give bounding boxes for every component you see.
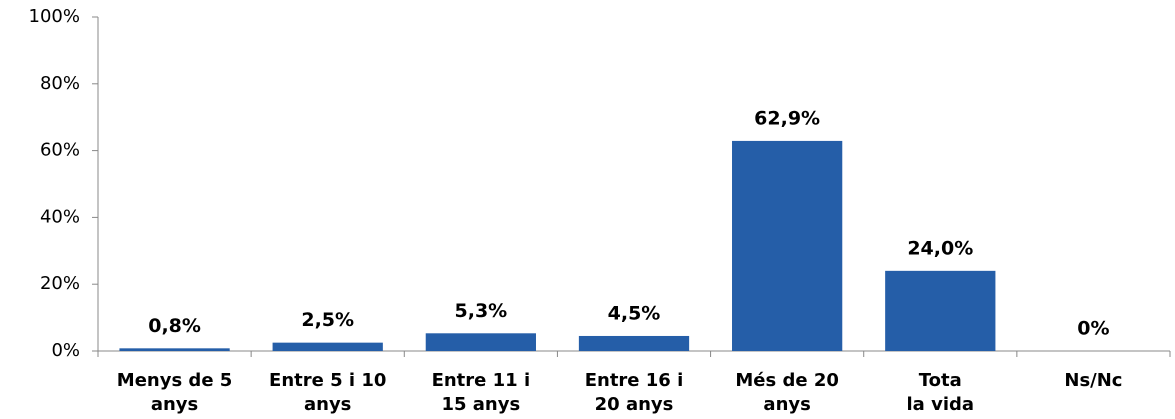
value-label: 62,9% [754,107,820,129]
value-label: 0% [1077,318,1109,340]
x-tick-label: Ns/Nc [1064,370,1123,391]
value-label: 5,3% [455,300,508,322]
x-tick-label: Entre 5 i 10 anys [269,370,387,415]
y-tick-label: 0% [51,340,80,361]
value-label: 24,0% [907,237,973,259]
value-label: 2,5% [301,309,354,331]
bar [119,348,230,351]
bar [272,342,383,351]
y-tick-label: 40% [40,206,80,227]
x-tick-label: Més de 20 anys [735,370,839,415]
x-tick-label: Entre 16 i 20 anys [584,370,684,415]
value-label: 4,5% [608,302,661,324]
y-tick-label: 60% [40,140,80,161]
x-tick-label: Entre 11 i 15 anys [431,370,531,415]
bar [425,333,536,351]
x-tick-label: Tota la vida [906,370,975,415]
x-tick-label: Menys de 5 anys [116,370,233,415]
bar [732,140,843,351]
value-label: 0,8% [148,315,201,337]
y-tick-label: 20% [40,273,80,294]
y-tick-label: 80% [40,73,80,94]
bar [885,270,996,351]
y-tick-label: 100% [29,6,80,27]
bar [578,335,690,351]
